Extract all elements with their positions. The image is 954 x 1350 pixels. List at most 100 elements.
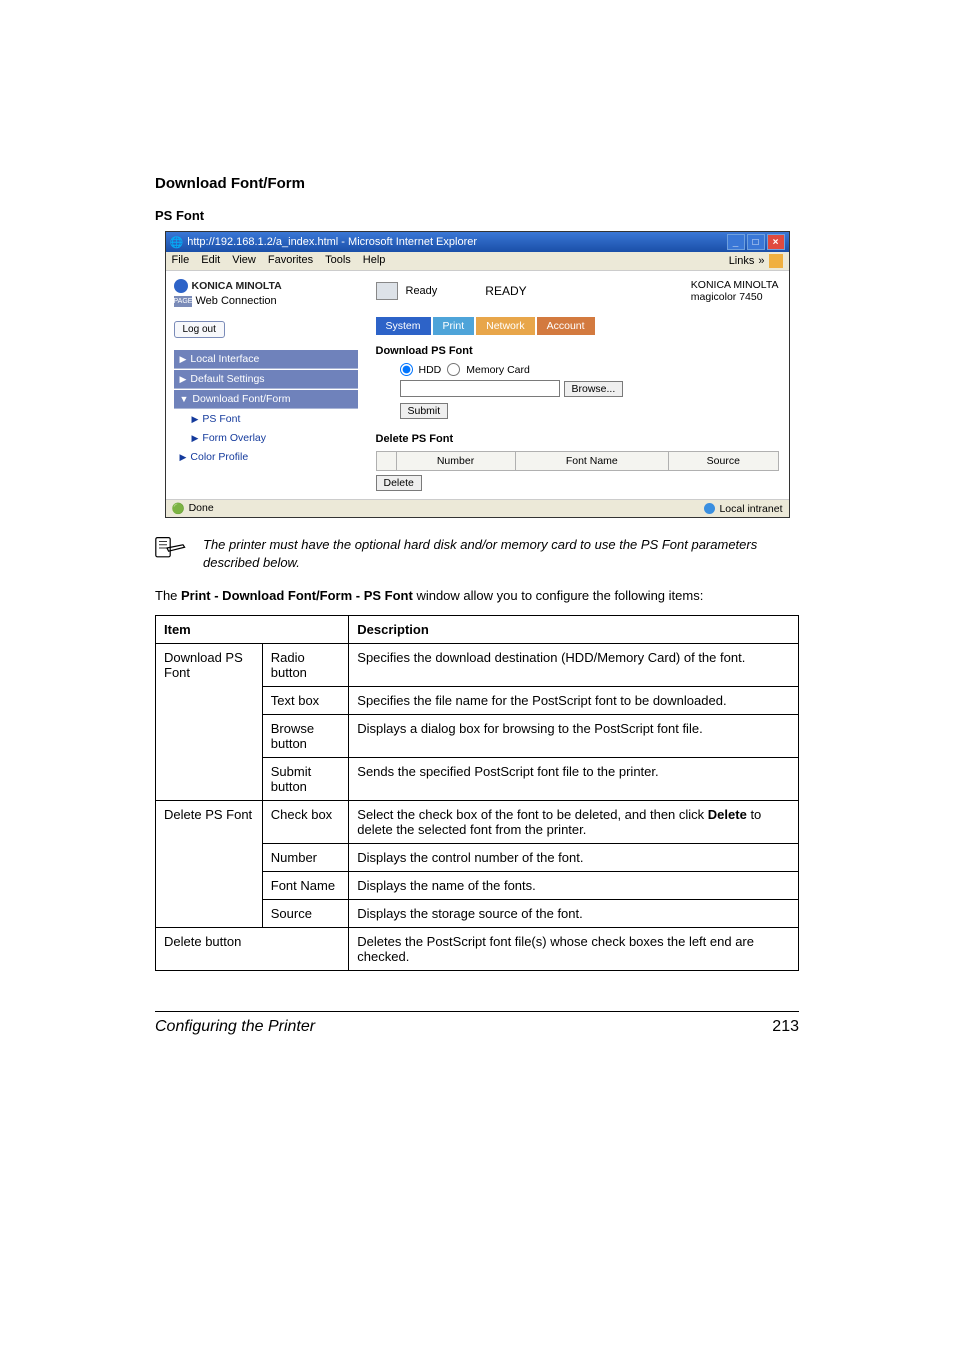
triangle-down-icon: ▼ — [180, 394, 189, 404]
web-connection-text: Web Connection — [196, 295, 277, 307]
description-table: Item Description Download PS Font Radio … — [155, 615, 799, 971]
status-ready-large: READY — [485, 284, 526, 298]
note-text: The printer must have the optional hard … — [203, 536, 799, 571]
web-connection-row: PAGE SCOPE Web Connection — [174, 295, 358, 307]
main-panel: Ready READY KONICA MINOLTA magicolor 745… — [366, 271, 789, 499]
tab-network[interactable]: Network — [476, 317, 535, 335]
page-footer: Configuring the Printer 213 — [155, 1011, 799, 1036]
tab-system[interactable]: System — [376, 317, 431, 335]
sidebar-label: Form Overlay — [202, 432, 266, 444]
sidebar-item-local-interface[interactable]: ▶ Local Interface — [174, 350, 358, 369]
sidebar-item-ps-font[interactable]: ▶ PS Font — [174, 410, 358, 428]
cell-text-box: Text box — [262, 686, 349, 714]
intro-text: The Print - Download Font/Form - PS Font… — [155, 587, 799, 605]
tab-account[interactable]: Account — [537, 317, 595, 335]
cell-r1-desc: Specifies the download destination (HDD/… — [349, 643, 799, 686]
section-title: Download Font/Form — [155, 175, 799, 192]
sidebar-item-form-overlay[interactable]: ▶ Form Overlay — [174, 429, 358, 447]
cell-r2-desc: Specifies the file name for the PostScri… — [349, 686, 799, 714]
radio-memory-card[interactable] — [447, 363, 460, 376]
menu-favorites[interactable]: Favorites — [268, 254, 313, 268]
triangle-right-icon: ▶ — [180, 354, 187, 365]
status-done-icon: 🟢 — [172, 502, 185, 515]
cell-r5-desc: Select the check box of the font to be d… — [349, 800, 799, 843]
status-done: Done — [189, 502, 214, 515]
r5-bold: Delete — [708, 807, 747, 822]
cell-font-name: Font Name — [262, 871, 349, 899]
intro-bold: Print - Download Font/Form - PS Font — [181, 588, 413, 603]
triangle-right-icon: ▶ — [192, 414, 199, 425]
triangle-right-icon: ▶ — [180, 374, 187, 385]
cell-source: Source — [262, 899, 349, 927]
sidebar-label: Local Interface — [190, 353, 259, 365]
links-label: Links — [729, 255, 755, 267]
flag-icon — [769, 254, 783, 268]
cell-r3-desc: Displays a dialog box for browsing to th… — [349, 714, 799, 757]
window-title: http://192.168.1.2/a_index.html - Micros… — [187, 236, 477, 248]
printer-icon — [376, 282, 398, 300]
r5-pre: Select the check box of the font to be d… — [357, 807, 708, 822]
col-font-name: Font Name — [515, 452, 669, 471]
cell-r7-desc: Displays the name of the fonts. — [349, 871, 799, 899]
col-number: Number — [396, 452, 515, 471]
zone-label: Local intranet — [719, 503, 782, 515]
radio-memory-card-label: Memory Card — [466, 364, 530, 376]
menu-file[interactable]: File — [172, 254, 190, 268]
file-name-input[interactable] — [400, 380, 560, 397]
sidebar-item-download-fontform[interactable]: ▼ Download Font/Form — [174, 390, 358, 409]
menu-help[interactable]: Help — [363, 254, 386, 268]
header-description: Description — [349, 615, 799, 643]
sidebar-item-color-profile[interactable]: ▶ Color Profile — [174, 448, 358, 466]
ie-icon: 🌐 — [170, 236, 184, 249]
brand-icon — [174, 279, 188, 293]
minimize-icon[interactable]: _ — [727, 234, 745, 250]
radio-hdd-label: HDD — [419, 364, 442, 376]
browser-menubar: File Edit View Favorites Tools Help Link… — [166, 252, 789, 271]
submit-button[interactable]: Submit — [400, 403, 449, 419]
logout-button[interactable]: Log out — [174, 321, 225, 338]
sidebar-label: Default Settings — [190, 373, 264, 385]
sidebar-label: Color Profile — [190, 451, 248, 463]
header-item: Item — [156, 615, 349, 643]
close-icon[interactable]: × — [767, 234, 785, 250]
browser-screenshot: 🌐 http://192.168.1.2/a_index.html - Micr… — [165, 231, 790, 518]
tab-print[interactable]: Print — [433, 317, 475, 335]
brand-row: KONICA MINOLTA — [174, 279, 358, 293]
intro-post: window allow you to configure the follow… — [413, 588, 703, 603]
links-chevron-icon[interactable]: » — [758, 255, 764, 267]
cell-r4-desc: Sends the specified PostScript font file… — [349, 757, 799, 800]
cell-number: Number — [262, 843, 349, 871]
cell-r6-desc: Displays the control number of the font. — [349, 843, 799, 871]
cell-delbtn-desc: Deletes the PostScript font file(s) whos… — [349, 927, 799, 970]
browser-statusbar: 🟢 Done Local intranet — [166, 499, 789, 517]
menu-edit[interactable]: Edit — [201, 254, 220, 268]
sidebar-item-default-settings[interactable]: ▶ Default Settings — [174, 370, 358, 389]
sidebar: KONICA MINOLTA PAGE SCOPE Web Connection… — [166, 271, 366, 499]
cell-check-box: Check box — [262, 800, 349, 843]
footer-left: Configuring the Printer — [155, 1018, 315, 1036]
status-row: Ready READY KONICA MINOLTA magicolor 745… — [376, 279, 779, 303]
printer-model-block: KONICA MINOLTA magicolor 7450 — [691, 279, 779, 303]
printer-model: magicolor 7450 — [691, 291, 779, 303]
menu-view[interactable]: View — [232, 254, 256, 268]
intro-pre: The — [155, 588, 181, 603]
menu-tools[interactable]: Tools — [325, 254, 351, 268]
window-controls: _ □ × — [727, 234, 785, 250]
zone-icon — [704, 503, 715, 514]
cell-r8-desc: Displays the storage source of the font. — [349, 899, 799, 927]
delete-button[interactable]: Delete — [376, 475, 422, 491]
radio-hdd[interactable] — [400, 363, 413, 376]
browse-button[interactable]: Browse... — [564, 381, 624, 397]
delete-heading: Delete PS Font — [376, 433, 779, 445]
sidebar-label: PS Font — [202, 413, 240, 425]
col-source: Source — [669, 452, 778, 471]
window-titlebar: 🌐 http://192.168.1.2/a_index.html - Micr… — [166, 232, 789, 252]
maximize-icon[interactable]: □ — [747, 234, 765, 250]
note-icon — [155, 536, 187, 571]
brand-text: KONICA MINOLTA — [192, 280, 282, 292]
note-block: The printer must have the optional hard … — [155, 536, 799, 571]
triangle-right-icon: ▶ — [180, 452, 187, 463]
status-ready-small: Ready — [406, 285, 438, 297]
cell-download-ps-font: Download PS Font — [156, 643, 263, 800]
download-heading: Download PS Font — [376, 345, 779, 357]
